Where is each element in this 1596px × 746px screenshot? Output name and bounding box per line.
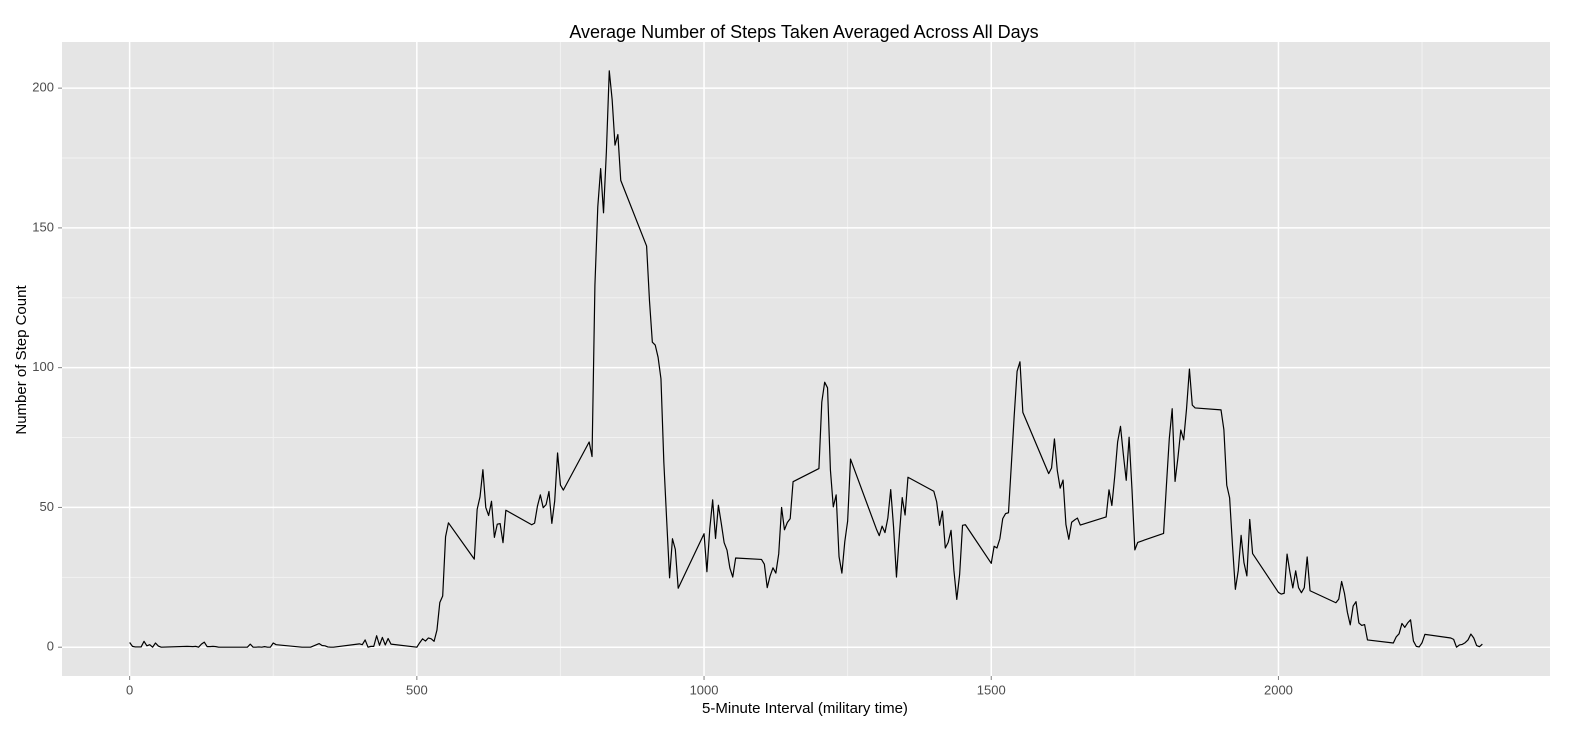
y-axis-label: Number of Step Count bbox=[13, 285, 30, 435]
x-tick-label: 2000 bbox=[1264, 682, 1293, 697]
panel bbox=[62, 42, 1550, 676]
y-tick-label: 100 bbox=[32, 359, 54, 374]
x-tick-label: 1000 bbox=[690, 682, 719, 697]
y-tick-label: 0 bbox=[47, 639, 54, 654]
data-line bbox=[129, 70, 1483, 648]
y-tick-label: 200 bbox=[32, 80, 54, 95]
chart-title: Average Number of Steps Taken Averaged A… bbox=[569, 22, 1038, 42]
y-tick-label: 150 bbox=[32, 219, 54, 234]
grid bbox=[62, 42, 1550, 676]
x-tick-label: 1500 bbox=[977, 682, 1006, 697]
x-axis-label: 5-Minute Interval (military time) bbox=[702, 700, 908, 717]
x-tick-label: 500 bbox=[406, 682, 428, 697]
x-tick-label: 0 bbox=[126, 682, 133, 697]
y-tick-label: 50 bbox=[40, 499, 54, 514]
